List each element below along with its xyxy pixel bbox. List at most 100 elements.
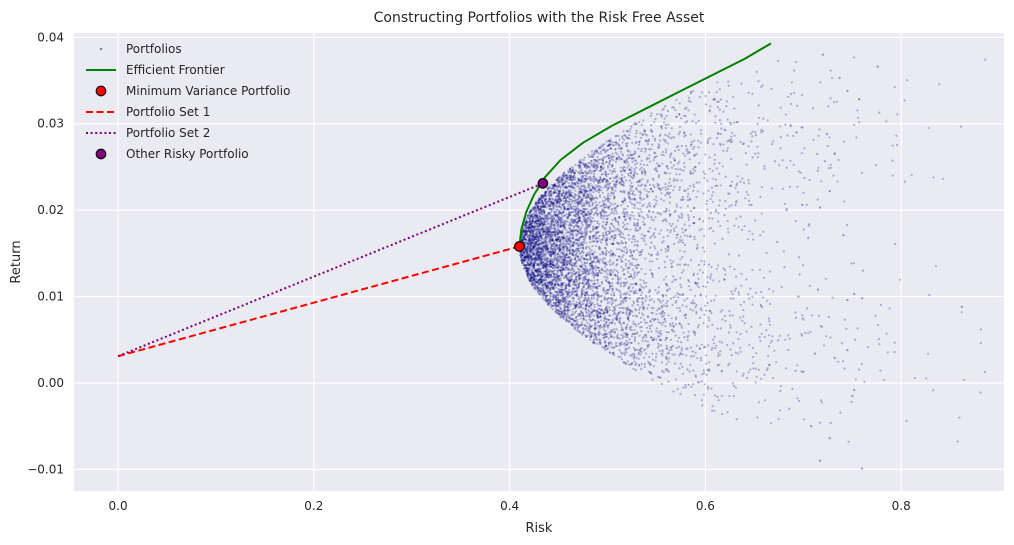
portfolio-point xyxy=(611,155,614,159)
portfolio-point xyxy=(787,348,790,352)
portfolio-point xyxy=(596,324,599,327)
portfolio-point xyxy=(674,149,677,152)
portfolio-point xyxy=(718,280,721,283)
portfolio-point xyxy=(578,252,581,255)
portfolio-point xyxy=(567,189,570,192)
portfolio-point xyxy=(664,368,667,371)
portfolio-point xyxy=(560,231,563,234)
portfolio-point xyxy=(569,185,572,188)
portfolio-point xyxy=(574,328,577,331)
portfolio-point xyxy=(669,324,672,327)
portfolio-point xyxy=(563,245,566,248)
portfolio-point xyxy=(568,321,572,324)
portfolio-point xyxy=(701,246,705,249)
portfolio-point xyxy=(578,216,581,219)
portfolio-point xyxy=(603,323,607,326)
portfolio-point xyxy=(560,251,563,254)
portfolio-point xyxy=(588,237,592,241)
portfolio-point xyxy=(772,377,775,380)
portfolio-point xyxy=(575,293,578,296)
portfolio-point xyxy=(628,338,631,341)
portfolio-point xyxy=(542,255,545,258)
portfolio-point xyxy=(680,212,683,215)
portfolio-point xyxy=(602,204,605,207)
portfolio-point xyxy=(608,156,611,160)
portfolio-point xyxy=(566,309,570,312)
portfolio-point xyxy=(670,317,673,320)
portfolio-point xyxy=(550,192,554,195)
portfolio-point xyxy=(560,176,563,179)
portfolio-point xyxy=(700,343,704,346)
portfolio-point xyxy=(678,249,682,252)
portfolio-point xyxy=(624,344,627,347)
portfolio-point xyxy=(699,129,703,132)
portfolio-point xyxy=(615,318,619,321)
portfolio-point xyxy=(709,309,712,313)
portfolio-point xyxy=(634,309,638,312)
portfolio-point xyxy=(703,235,706,238)
portfolio-point xyxy=(802,264,805,267)
portfolio-point xyxy=(593,309,596,312)
portfolio-point xyxy=(737,291,740,294)
portfolio-point xyxy=(588,315,591,318)
portfolio-point xyxy=(877,338,880,341)
portfolio-point xyxy=(636,348,639,351)
portfolio-point xyxy=(587,204,590,207)
portfolio-point xyxy=(550,231,553,235)
portfolio-point xyxy=(852,262,856,265)
portfolio-point xyxy=(678,216,681,219)
portfolio-point xyxy=(705,295,708,298)
portfolio-point xyxy=(645,189,648,193)
portfolio-point xyxy=(692,215,696,219)
portfolio-point xyxy=(637,322,640,325)
portfolio-point xyxy=(827,105,830,108)
portfolio-point xyxy=(558,278,561,282)
portfolio-point xyxy=(572,299,575,303)
portfolio-point xyxy=(581,235,584,238)
portfolio-point xyxy=(604,197,607,200)
portfolio-point xyxy=(667,360,670,363)
portfolio-point xyxy=(601,225,604,229)
portfolio-point xyxy=(675,203,679,206)
portfolio-point xyxy=(531,270,534,273)
portfolio-point xyxy=(594,159,597,162)
portfolio-point xyxy=(592,186,596,189)
portfolio-point xyxy=(779,136,783,139)
portfolio-point xyxy=(619,355,622,358)
portfolio-point xyxy=(683,223,686,226)
portfolio-point xyxy=(531,207,534,210)
portfolio-point xyxy=(521,239,524,242)
portfolio-point xyxy=(745,163,748,166)
portfolio-point xyxy=(636,218,640,221)
portfolio-point xyxy=(678,160,681,163)
portfolio-point xyxy=(606,288,609,291)
portfolio-point xyxy=(575,180,579,184)
portfolio-point xyxy=(559,211,563,214)
portfolio-point xyxy=(584,229,587,232)
portfolio-point xyxy=(642,286,646,289)
portfolio-point xyxy=(612,313,615,316)
portfolio-point xyxy=(559,225,562,228)
portfolio-point xyxy=(797,256,801,259)
portfolio-point xyxy=(563,221,566,225)
portfolio-point xyxy=(560,265,564,268)
portfolio-point xyxy=(545,216,548,220)
portfolio-point xyxy=(699,307,703,310)
portfolio-point xyxy=(643,362,646,366)
portfolio-point xyxy=(555,210,558,214)
portfolio-point xyxy=(660,352,663,356)
portfolio-point xyxy=(631,253,634,257)
portfolio-point xyxy=(956,440,959,443)
portfolio-point xyxy=(683,336,686,339)
portfolio-point xyxy=(564,262,567,265)
portfolio-point xyxy=(643,150,647,153)
portfolio-point xyxy=(565,261,568,264)
portfolio-point xyxy=(578,236,581,239)
portfolio-point xyxy=(562,223,565,226)
portfolio-point xyxy=(577,211,580,214)
portfolio-point xyxy=(612,197,615,200)
portfolio-point xyxy=(850,262,853,265)
portfolio-point xyxy=(569,300,572,304)
portfolio-point xyxy=(565,266,568,269)
portfolio-point xyxy=(634,322,637,326)
